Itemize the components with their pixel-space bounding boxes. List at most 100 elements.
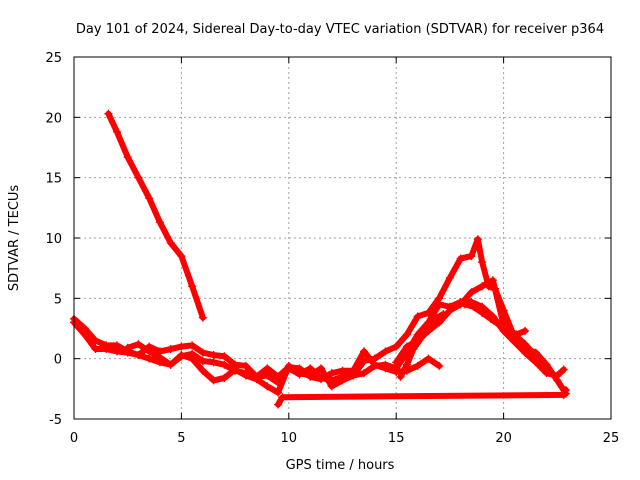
- data-point: [370, 354, 379, 363]
- data-point: [392, 367, 401, 376]
- data-point: [263, 382, 272, 391]
- data-point: [503, 325, 512, 334]
- data-point: [435, 294, 444, 303]
- data-point: [473, 235, 482, 244]
- data-point: [306, 364, 315, 373]
- data-point: [155, 218, 164, 227]
- data-point: [488, 276, 497, 285]
- series-band: [275, 387, 569, 408]
- data-point: [392, 342, 401, 351]
- chart-title: Day 101 of 2024, Sidereal Day-to-day VTE…: [76, 22, 604, 37]
- y-tick-label: 5: [54, 292, 62, 307]
- data-point: [424, 354, 433, 363]
- data-point: [102, 345, 111, 354]
- x-tick-label: 20: [495, 431, 512, 446]
- data-point: [402, 342, 411, 351]
- data-point: [306, 371, 315, 380]
- data-point: [478, 308, 487, 317]
- data-point: [478, 282, 487, 291]
- data-point: [402, 330, 411, 339]
- data-point: [198, 357, 207, 366]
- data-point: [274, 400, 283, 409]
- y-tick-label: 15: [45, 172, 62, 187]
- data-point: [198, 348, 207, 357]
- data-point: [134, 173, 143, 182]
- data-point: [104, 109, 113, 118]
- data-point: [155, 353, 164, 362]
- data-point: [123, 153, 132, 162]
- data-point: [241, 371, 250, 380]
- data-point: [381, 347, 390, 356]
- series-arc-7: [396, 310, 448, 381]
- data-point: [91, 345, 100, 354]
- data-point: [338, 366, 347, 375]
- series-band: [105, 110, 206, 321]
- data-point: [220, 352, 229, 361]
- data-point: [430, 314, 439, 323]
- data-point: [531, 352, 540, 361]
- data-point: [231, 365, 240, 374]
- data-point: [188, 341, 197, 350]
- data-point: [145, 347, 154, 356]
- data-point: [177, 342, 186, 351]
- data-point: [263, 364, 272, 373]
- data-point: [424, 308, 433, 317]
- data-point: [295, 369, 304, 378]
- y-tick-label: 10: [45, 232, 62, 247]
- data-point: [145, 194, 154, 203]
- x-tick-label: 5: [177, 431, 185, 446]
- y-tick-label: 25: [45, 51, 62, 66]
- data-point: [134, 351, 143, 360]
- data-point: [145, 354, 154, 363]
- data-point: [424, 323, 433, 332]
- data-point: [317, 364, 326, 373]
- data-point: [112, 347, 121, 356]
- data-point: [252, 375, 261, 384]
- data-point: [359, 369, 368, 378]
- data-point: [177, 252, 186, 261]
- x-tick-label: 25: [603, 431, 620, 446]
- data-point: [396, 372, 405, 381]
- data-point: [198, 313, 207, 322]
- data-point: [439, 310, 448, 319]
- data-point: [284, 361, 293, 370]
- data-point: [274, 388, 283, 397]
- y-tick-label: -5: [49, 413, 62, 428]
- data-point: [460, 300, 469, 309]
- data-point: [561, 386, 570, 395]
- x-axis-label: GPS time / hours: [286, 458, 395, 473]
- data-point: [188, 282, 197, 291]
- x-tick-label: 10: [281, 431, 298, 446]
- data-point: [349, 371, 358, 380]
- data-point: [112, 127, 121, 136]
- data-point: [241, 361, 250, 370]
- data-point: [478, 258, 487, 267]
- data-point: [413, 361, 422, 370]
- data-point: [209, 376, 218, 385]
- y-axis-label: SDTVAR / TECUs: [7, 185, 22, 292]
- data-point: [209, 351, 218, 360]
- tick-layer: 0 5 10 15 20 25 -5 0 5 10 15 20 25: [45, 51, 619, 446]
- data-point: [359, 347, 368, 356]
- x-tick-label: 0: [70, 431, 78, 446]
- data-point: [317, 375, 326, 384]
- data-point: [486, 314, 495, 323]
- data-point: [381, 364, 390, 373]
- data-layer: [70, 109, 570, 409]
- data-point: [445, 306, 454, 315]
- data-point: [220, 373, 229, 382]
- data-point: [542, 361, 551, 370]
- data-point: [467, 288, 476, 297]
- data-point: [495, 320, 504, 329]
- series-arc-6: [460, 300, 530, 339]
- data-point: [359, 357, 368, 366]
- data-point: [274, 372, 283, 381]
- data-point: [327, 369, 336, 378]
- data-point: [220, 360, 229, 369]
- data-point: [445, 273, 454, 282]
- data-point: [392, 358, 401, 367]
- data-point: [409, 345, 418, 354]
- series-band: [461, 301, 529, 338]
- x-tick-label: 15: [388, 431, 405, 446]
